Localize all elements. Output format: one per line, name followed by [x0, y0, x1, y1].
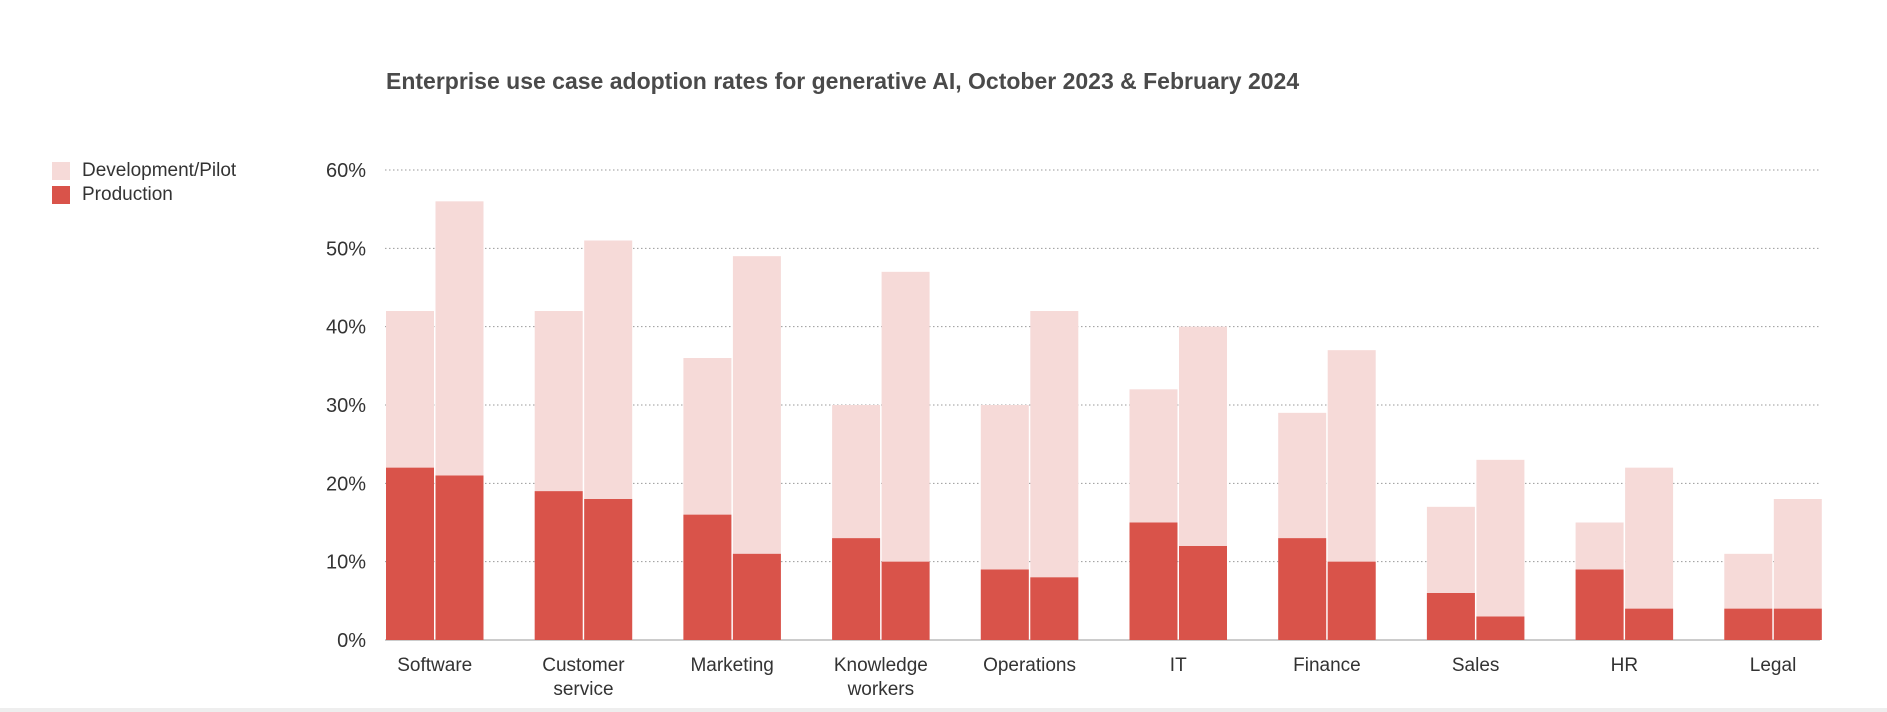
x-category-label: Sales	[1452, 655, 1500, 676]
bar-production	[732, 553, 781, 640]
x-category-label: IT	[1170, 655, 1187, 676]
x-category-label-line: Marketing	[690, 655, 773, 676]
x-category-label: Software	[397, 655, 472, 676]
bar-production	[881, 561, 930, 640]
y-tick-label: 40%	[326, 317, 366, 339]
y-tick-label: 10%	[326, 552, 366, 574]
bar-production	[1129, 522, 1178, 640]
bar-production	[1773, 608, 1822, 640]
legend-item-development-pilot: Development/Pilot	[52, 159, 236, 183]
x-category-label-line: Finance	[1293, 655, 1361, 676]
x-category-label-line: service	[553, 679, 613, 700]
bar-production	[1724, 608, 1773, 640]
x-category-label-line: Customer	[542, 655, 625, 676]
bar-production	[435, 475, 484, 640]
legend-label-production: Production	[82, 184, 173, 205]
bar-production	[1030, 577, 1079, 640]
bottom-divider	[0, 708, 1887, 712]
bar-production	[584, 499, 633, 640]
legend-item-production: Production	[52, 183, 236, 207]
y-tick-label: 50%	[326, 238, 366, 260]
x-axis-labels: Software Customer service Marketing Knowledg…	[397, 655, 1796, 700]
bar-production	[1575, 569, 1624, 640]
x-category-label: Legal	[1750, 655, 1797, 676]
y-axis-ticks: 0% 10% 20% 30% 40% 50% 60%	[326, 160, 366, 652]
bar-production	[980, 569, 1029, 640]
bar-production	[832, 538, 881, 640]
x-category-label-line: HR	[1611, 655, 1638, 676]
x-category-label-line: Legal	[1750, 655, 1797, 676]
bar-production	[1625, 608, 1674, 640]
x-category-label: Knowledge workers	[834, 655, 928, 700]
x-category-label-line: Operations	[983, 655, 1076, 676]
y-tick-label: 60%	[326, 160, 366, 182]
legend-label-development-pilot: Development/Pilot	[82, 160, 237, 181]
bar-production	[1327, 561, 1376, 640]
legend-swatch-development-pilot	[52, 162, 70, 180]
legend-swatch-production	[52, 186, 70, 204]
x-category-label-line: IT	[1170, 655, 1187, 676]
bars	[386, 201, 1822, 641]
bar-production	[1278, 538, 1327, 640]
bar-production	[1426, 593, 1475, 640]
bar-production	[386, 467, 434, 640]
x-category-label: Finance	[1293, 655, 1361, 676]
x-category-label: Customer service	[542, 655, 625, 700]
chart-title: Enterprise use case adoption rates for g…	[386, 68, 1300, 94]
y-tick-label: 20%	[326, 473, 366, 495]
legend: Development/Pilot Production	[52, 159, 236, 207]
x-category-label-line: Knowledge	[834, 655, 928, 676]
bar-production	[534, 491, 583, 640]
x-category-label-line: Software	[397, 655, 472, 676]
bar-production	[683, 514, 732, 640]
y-tick-label: 30%	[326, 395, 366, 417]
x-category-label-line: Sales	[1452, 655, 1500, 676]
bar-development-pilot	[1476, 459, 1525, 640]
x-category-label: HR	[1611, 655, 1638, 676]
bar-production	[1476, 616, 1525, 640]
y-tick-label: 0%	[337, 630, 366, 652]
bar-production	[1179, 546, 1227, 640]
x-category-label: Operations	[983, 655, 1076, 676]
x-category-label-line: workers	[847, 679, 915, 700]
x-category-label: Marketing	[690, 655, 773, 676]
